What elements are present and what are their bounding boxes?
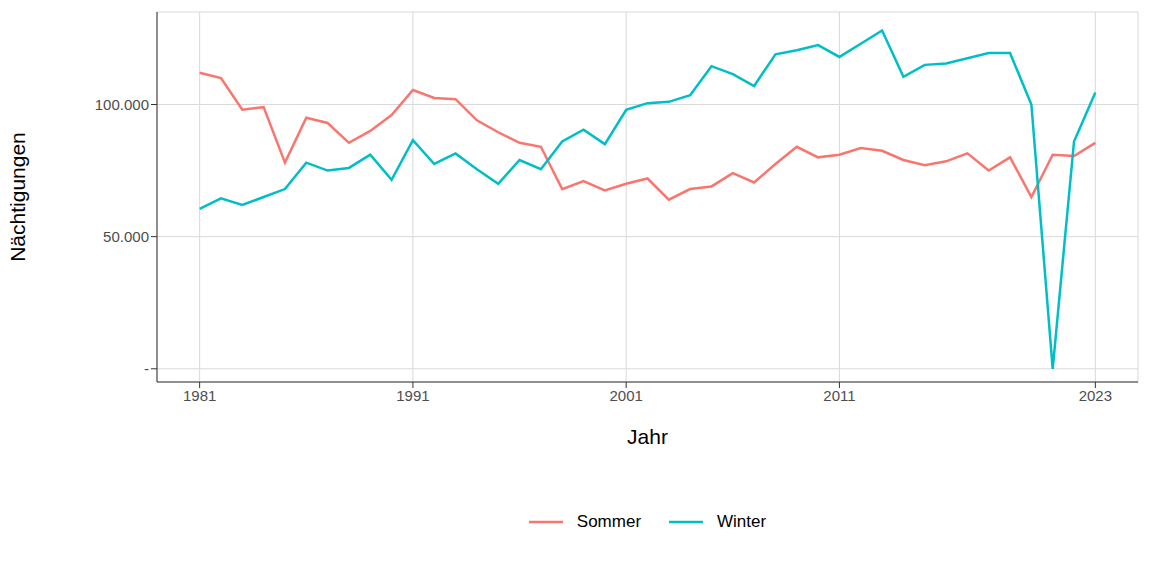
- svg-text:2011: 2011: [823, 387, 855, 404]
- svg-text:1991: 1991: [396, 387, 429, 404]
- svg-text:1981: 1981: [183, 387, 216, 404]
- html-text:Sommer: Sommer: [576, 512, 641, 531]
- svg-text:Nächtigungen: Nächtigungen: [8, 132, 29, 262]
- svg-text:100.000: 100.000: [95, 96, 149, 113]
- svg-text:Jahr: Jahr: [627, 425, 668, 448]
- svg-text:2001: 2001: [609, 387, 642, 404]
- svg-text:-: -: [144, 360, 149, 377]
- html-text:Winter: Winter: [717, 512, 767, 531]
- svg-text:50.000: 50.000: [103, 228, 149, 245]
- svg-text:2023: 2023: [1079, 387, 1112, 404]
